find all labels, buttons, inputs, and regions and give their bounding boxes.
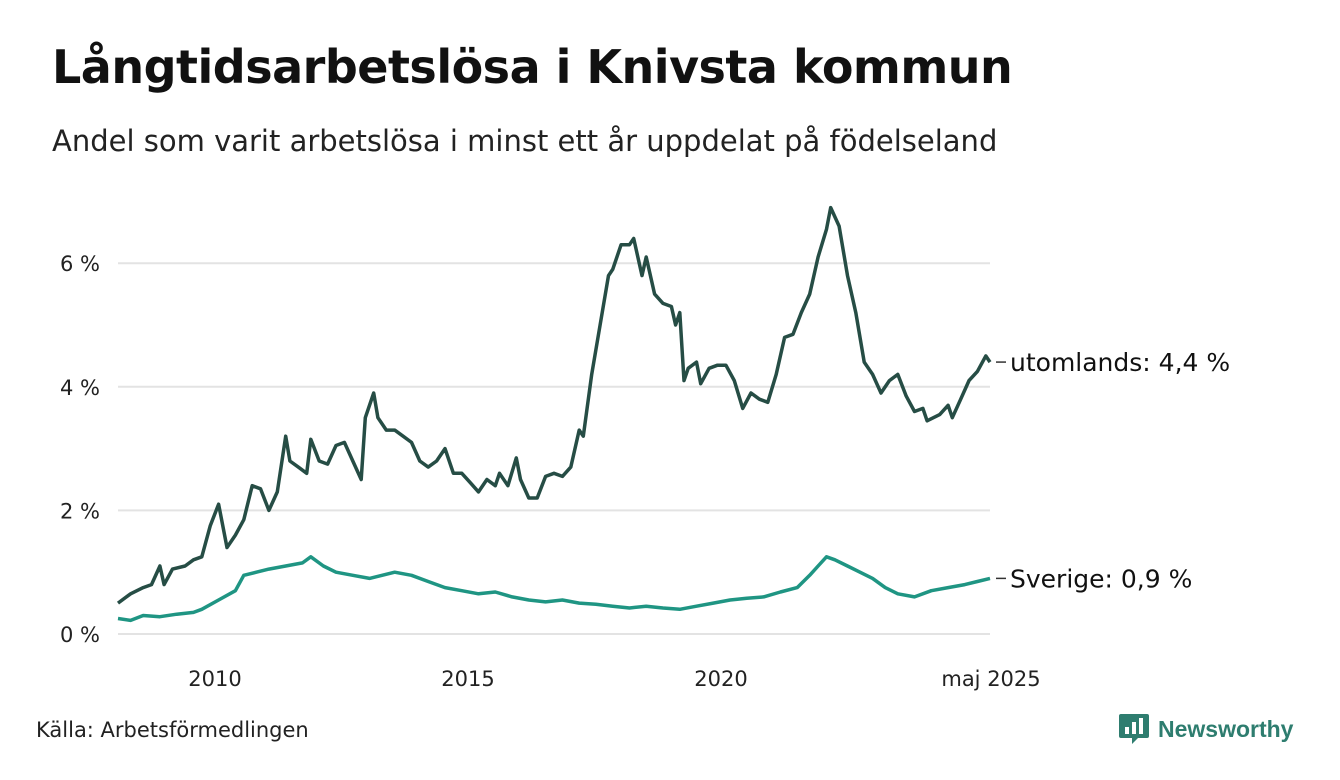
chart-title: Långtidsarbetslösa i Knivsta kommun: [52, 40, 1013, 94]
y-tick-label: 4 %: [60, 376, 100, 400]
end-labels: utomlands: 4,4 % Sverige: 0,9 %: [996, 348, 1230, 593]
x-axis-ticks: 2010 2015 2020 maj 2025: [188, 667, 1040, 691]
end-label-utomlands: utomlands: 4,4 %: [1010, 348, 1230, 377]
brand-name: Newsworthy: [1158, 715, 1294, 742]
x-tick-label: 2020: [694, 667, 747, 691]
y-tick-label: 0 %: [60, 623, 100, 647]
series-line-sverige: [117, 555, 991, 623]
series-layer: [116, 205, 992, 623]
brand-logo: Newsworthy: [1118, 712, 1293, 746]
chart-subtitle: Andel som varit arbetslösa i minst ett å…: [52, 124, 998, 158]
grid-layer: [118, 262, 990, 635]
y-tick-label: 6 %: [60, 252, 100, 276]
newsworthy-logo-icon: [1119, 714, 1149, 744]
series-line-utomlands: [116, 205, 992, 605]
end-label-sverige: Sverige: 0,9 %: [1010, 564, 1192, 593]
x-tick-label: 2015: [441, 667, 494, 691]
y-axis-ticks: 0 % 2 % 4 % 6 %: [60, 252, 100, 647]
x-tick-label: maj 2025: [941, 667, 1040, 691]
y-tick-label: 2 %: [60, 499, 100, 523]
source-note: Källa: Arbetsförmedlingen: [36, 718, 309, 742]
x-tick-label: 2010: [188, 667, 241, 691]
